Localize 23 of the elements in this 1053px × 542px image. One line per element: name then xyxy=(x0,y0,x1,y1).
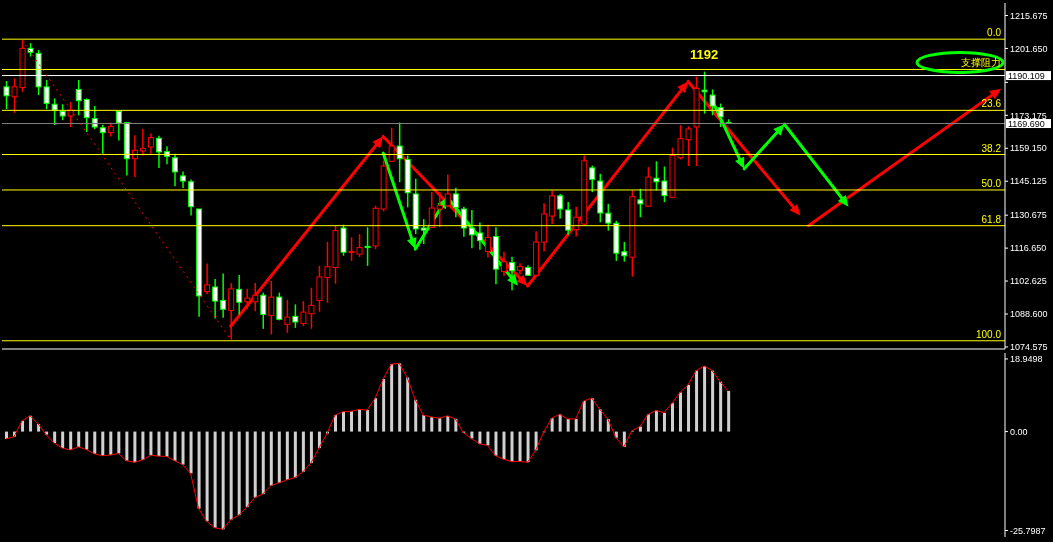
y-tick-label: 1130.675 xyxy=(1010,210,1047,221)
y-tick-label: 0.00 xyxy=(1010,426,1028,437)
annotation: 100.0 xyxy=(975,328,1002,340)
y-tick-label: 1173.175 xyxy=(1010,110,1047,121)
annotation: 1192 xyxy=(690,47,719,63)
y-tick-label: 1102.625 xyxy=(1010,276,1047,287)
annotation: 61.8 xyxy=(981,213,1002,225)
annotation: 支撑阻力 xyxy=(961,57,1001,69)
y-tick-label: 1088.600 xyxy=(1010,309,1048,320)
y-tick-label: 1074.575 xyxy=(1010,342,1048,353)
ref-line-label: 1169.690 xyxy=(1008,118,1045,129)
annotation: 50.0 xyxy=(981,177,1002,189)
y-tick-label: 1215.675 xyxy=(1010,10,1048,21)
ref-line-label: 1190.109 xyxy=(1008,70,1045,81)
y-tick-label: 18.9498 xyxy=(1010,354,1043,365)
y-tick-label: -25.7987 xyxy=(1010,525,1046,536)
y-tick-label: 1159.150 xyxy=(1010,143,1047,154)
y-tick-label: 1201.650 xyxy=(1010,43,1048,54)
y-tick-label: 1116.650 xyxy=(1010,243,1047,254)
annotation: 23.6 xyxy=(981,98,1002,110)
annotation: 0.0 xyxy=(987,27,1002,39)
annotation: 38.2 xyxy=(981,142,1002,154)
y-tick-label: 1145.125 xyxy=(1010,176,1047,187)
